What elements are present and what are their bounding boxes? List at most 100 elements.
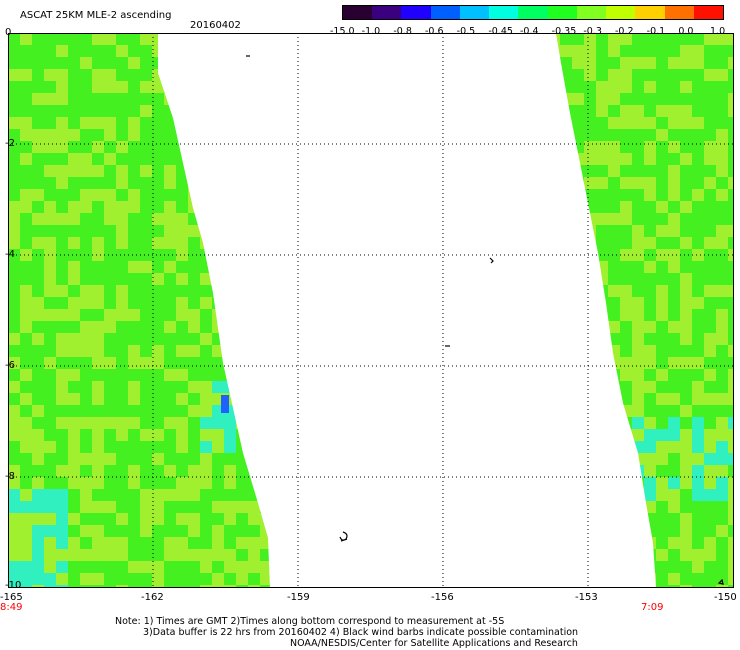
swath-cell [104, 57, 116, 69]
swath-cell [152, 273, 164, 285]
colorbar-label: 1.0 [710, 26, 726, 37]
swath-cell [116, 105, 128, 117]
swath-cell [20, 129, 32, 141]
swath-cell [80, 69, 92, 81]
swath-cell [668, 57, 680, 69]
swath-cell [668, 213, 680, 225]
swath-cell [728, 153, 734, 165]
swath-cell [716, 129, 728, 141]
swath-cell [656, 261, 668, 273]
swath-cell [152, 81, 164, 93]
lon-label-153: -153 [575, 592, 598, 603]
swath-cell [596, 201, 608, 213]
swath-cell [728, 129, 734, 141]
swath-cell [56, 81, 68, 93]
swath-cell [104, 237, 116, 249]
colorbar-segment [459, 6, 490, 19]
swath-cell [608, 261, 620, 273]
swath-cell [56, 261, 68, 273]
swath-cell [584, 153, 596, 165]
swath-cell [68, 177, 80, 189]
swath-cell [20, 69, 32, 81]
swath-cell [116, 93, 128, 105]
swath-cell [668, 105, 680, 117]
swath-cell [572, 117, 584, 129]
swath-cell [8, 129, 20, 141]
swath-cell [716, 93, 728, 105]
swath-cell [80, 249, 92, 261]
swath-cell [56, 237, 68, 249]
swath-cell [44, 153, 56, 165]
colorbar-label: -0.1 [646, 26, 666, 37]
swath-cell [128, 225, 140, 237]
swath-cell [80, 33, 92, 45]
swath-cell [620, 213, 632, 225]
swath-cell [92, 93, 104, 105]
time-right: 7:09 [641, 602, 664, 613]
swath-cell [68, 165, 80, 177]
swath-cell [20, 285, 32, 297]
swath-cell [692, 105, 704, 117]
swath-cell [68, 153, 80, 165]
swath-cell [608, 117, 620, 129]
colorbar-segment [635, 6, 666, 19]
swath-cell [140, 45, 152, 57]
swath-cell [68, 261, 80, 273]
swath-cell [608, 177, 620, 189]
swath-cell [116, 33, 128, 45]
swath-cell [140, 177, 152, 189]
swath-cell [584, 177, 596, 189]
colorbar-segment [489, 6, 519, 19]
swath-cell [44, 237, 56, 249]
swath-cell [140, 189, 152, 201]
swath-cell [176, 261, 188, 273]
swath-cell [116, 81, 128, 93]
swath-cell [152, 213, 164, 225]
swath-cell [728, 33, 734, 45]
swath-cell [704, 57, 716, 69]
lon-label-150: -150 [714, 592, 737, 603]
colorbar-label: 0.0 [678, 26, 694, 37]
swath-cell [572, 45, 584, 57]
swath-cell [128, 81, 140, 93]
swath-cell [56, 117, 68, 129]
swath-cell [56, 33, 68, 45]
swath-cell [116, 117, 128, 129]
swath-cell [32, 213, 44, 225]
swath-cell [656, 237, 668, 249]
colorbar-segment [401, 6, 432, 19]
swath-cell [608, 237, 620, 249]
swath-cell [704, 177, 716, 189]
swath-cell [44, 33, 56, 45]
swath-cell [632, 237, 644, 249]
swath-cell [620, 189, 632, 201]
swath-cell [668, 189, 680, 201]
swath-cell [584, 33, 596, 45]
swath-cell [716, 33, 728, 45]
swath-cell [152, 177, 164, 189]
swath-cell [656, 249, 668, 261]
swath-cell [668, 165, 680, 177]
swath-cell [692, 273, 704, 285]
swath-cell [656, 213, 668, 225]
swath-cell [692, 213, 704, 225]
swath-cell [608, 249, 620, 261]
swath-cell [68, 201, 80, 213]
swath-cell [128, 129, 140, 141]
swath-cell [32, 237, 44, 249]
swath-cell [20, 45, 32, 57]
swath-cell [56, 105, 68, 117]
swath-cell [176, 225, 188, 237]
swath-cell [680, 201, 692, 213]
swath-cell [728, 57, 734, 69]
colorbar-segment [430, 6, 461, 19]
swath-cell [680, 177, 692, 189]
lat-label-6: -6 [5, 360, 15, 371]
swath-cell [116, 261, 128, 273]
swath-cell [680, 249, 692, 261]
product-title: ASCAT 25KM MLE-2 ascending [20, 10, 172, 21]
swath-cell [716, 213, 728, 225]
swath-cell [596, 225, 608, 237]
swath-cell [728, 249, 734, 261]
swath-cell [140, 153, 152, 165]
